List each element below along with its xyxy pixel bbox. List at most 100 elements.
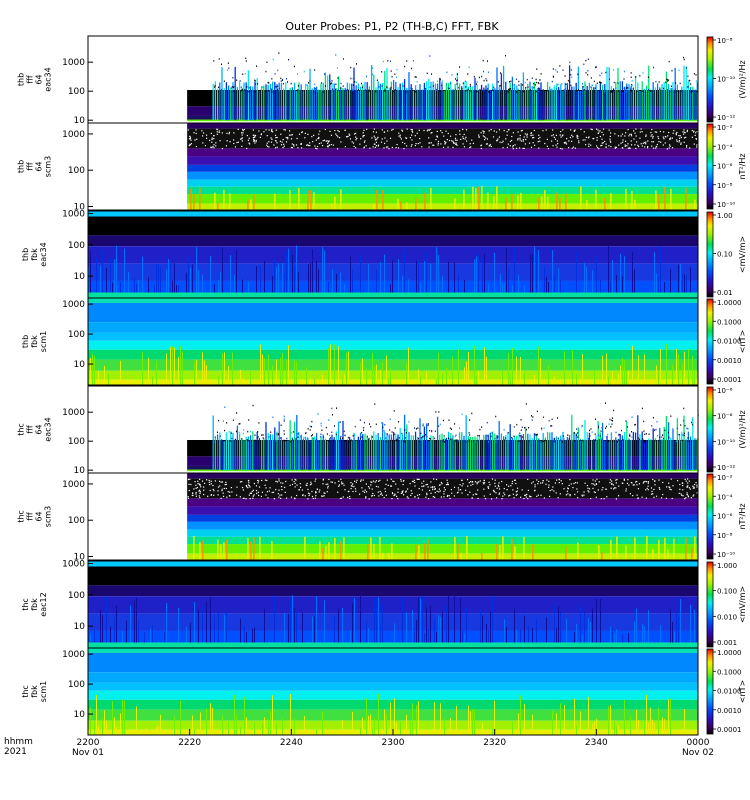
- panel-label-line: 64: [35, 511, 44, 521]
- panel-label: thb fff 64 eac34: [17, 67, 53, 91]
- colorbar-tick-label: 10⁻²: [717, 474, 733, 482]
- colorbar-tick-label: 10⁻⁶: [717, 513, 733, 521]
- colorbar-tick-label: 0.0001: [717, 376, 742, 384]
- colorbar: [706, 36, 714, 123]
- x-tick-label: 2340: [585, 738, 608, 748]
- x-tick-label: 2200: [77, 738, 100, 748]
- colorbar-tick-label: 10⁻⁴: [717, 143, 733, 151]
- colorbar-tick-label: 10⁻⁸: [717, 182, 733, 190]
- y-tick-label: 100: [68, 680, 85, 690]
- panel-label-line: fbk: [30, 335, 39, 348]
- y-tick-label: 10: [74, 116, 86, 126]
- x-tick-label: 2240: [280, 738, 303, 748]
- colorbar-tick-label: 0.0100: [717, 688, 742, 696]
- colorbar-tick-label: 0.001: [717, 639, 737, 647]
- colorbar-tick-label: 0.0100: [717, 338, 742, 346]
- panel-label-line: scm3: [44, 506, 53, 527]
- panel-frame: [87, 122, 699, 211]
- panel-label-line: eac34: [44, 67, 53, 91]
- colorbar-tick-label: 0.1000: [717, 318, 742, 326]
- panel-label-line: thb: [21, 335, 30, 348]
- panel-thc-fff-eac34: 1000 100 10 thc fff 64 eac34 10⁻⁶ 10⁻⁸ 10⁻¹⁰ 10⁻¹²…: [17, 385, 747, 476]
- y-tick-label: 10: [74, 552, 86, 562]
- y-tick-label: 100: [68, 437, 85, 447]
- panel-image: [88, 211, 698, 298]
- colorbar-tick-label: 10⁻¹⁰: [717, 201, 735, 209]
- figure-title: Outer Probes: P1, P2 (TH-B,C) FFT, FBK: [285, 20, 499, 33]
- panel-label-line: fbk: [30, 248, 39, 261]
- panel-thb-fbk-eac34: 1000 100 10 thb fbk eac34 1.00 0.10 0.01 <mV/m>: [21, 209, 747, 299]
- panel-label-line: fff: [26, 512, 35, 521]
- colorbar-tick-label: 0.0010: [717, 357, 742, 365]
- panel-image: [88, 561, 698, 648]
- colorbar-tick-label: 10⁻⁸: [717, 532, 733, 540]
- panel-label-line: thc: [17, 423, 26, 436]
- colorbar-tick-label: 10⁻⁴: [717, 493, 733, 501]
- y-tick-label: 1000: [62, 650, 85, 660]
- y-tick-label: 100: [68, 516, 85, 526]
- colorbar-label: nT²/Hz: [738, 503, 747, 529]
- panel-label-line: thb: [17, 160, 26, 173]
- panel-label-line: eac34: [44, 417, 53, 441]
- y-tick-label: 1000: [62, 58, 85, 68]
- y-tick-label: 1000: [62, 300, 85, 310]
- x-tick-label: 2220: [178, 738, 201, 748]
- x-tick-label: 0000: [687, 738, 710, 748]
- colorbar-tick-label: 1.0000: [717, 649, 742, 657]
- colorbar-label: <mV/m>: [738, 586, 747, 623]
- panel-label-line: fff: [26, 425, 35, 434]
- colorbar-label: (V/m)²/Hz: [738, 60, 747, 98]
- panel-label: thc fff 64 scm3: [17, 506, 53, 527]
- y-tick-label: 1000: [62, 209, 85, 219]
- colorbar: [706, 386, 714, 473]
- panel-label-line: 64: [35, 424, 44, 434]
- y-tick-label: 10: [74, 202, 86, 212]
- colorbar-label: (V/m)²/Hz: [738, 410, 747, 448]
- panel-thb-fbk-scm1: 1000 100 10 thb fbk scm1 1.0000 0.1000 0.0100 0.0…: [21, 297, 747, 386]
- panel-label: thb fbk eac34: [21, 242, 48, 266]
- x-date-label: Nov 02: [682, 748, 714, 758]
- colorbar-tick-label: 0.10: [717, 251, 733, 259]
- colorbar-label: <nT>: [738, 330, 747, 353]
- panel-label-line: thc: [17, 510, 26, 523]
- colorbar: [706, 211, 714, 298]
- panel-label: thb fff 64 scm3: [17, 156, 53, 177]
- colorbar-tick-label: 10⁻¹²: [717, 464, 735, 472]
- colorbar-tick-label: 0.01: [717, 289, 733, 297]
- colorbar-tick-label: 10⁻²: [717, 124, 733, 132]
- panel-label: thb fbk scm1: [21, 331, 48, 352]
- panel-label-line: scm1: [39, 681, 48, 702]
- y-tick-label: 10: [74, 710, 86, 720]
- colorbar-tick-label: 1.0000: [717, 299, 742, 307]
- panel-image: [187, 402, 699, 472]
- panel-thc-fbk-eac12: 1000 100 10 thc fbk eac12 1.000 0.100 0.010 0.001…: [21, 559, 747, 649]
- y-tick-label: 1000: [62, 408, 85, 418]
- colorbar: [706, 561, 714, 648]
- panel-image: [187, 123, 698, 210]
- y-tick-label: 100: [68, 87, 85, 97]
- panel-image: [88, 298, 698, 385]
- colorbar-tick-label: 0.0010: [717, 707, 742, 715]
- colorbar-tick-label: 10⁻⁶: [717, 387, 733, 395]
- panel-label-line: thb: [21, 248, 30, 261]
- panel-label-line: fbk: [30, 685, 39, 698]
- time-axis-row-label: hhmm: [4, 737, 33, 747]
- x-tick-label: 2300: [382, 738, 405, 748]
- panel-label-line: fbk: [30, 598, 39, 611]
- panel-frame: [87, 297, 699, 386]
- y-tick-label: 100: [68, 330, 85, 340]
- colorbar-tick-label: 10⁻¹²: [717, 114, 735, 122]
- panel-image: [88, 648, 698, 735]
- panel-image: [187, 473, 698, 560]
- x-date-label: Nov 01: [72, 748, 104, 758]
- panel-label-line: 64: [35, 74, 44, 84]
- colorbar-tick-label: 0.0001: [717, 726, 742, 734]
- panel-thb-fff-scm3: 1000 100 10 thb fff 64 scm3 10⁻² 10⁻⁴ 10⁻⁶ 10⁻⁸ 10⁻…: [17, 122, 747, 212]
- y-tick-label: 100: [68, 591, 85, 601]
- panel-thc-fbk-scm1: 1000 100 10 thc fbk scm1 1.0000 0.1000 0.0100 0.0…: [21, 647, 747, 736]
- colorbar-label: <nT>: [738, 680, 747, 703]
- colorbar: [706, 648, 714, 735]
- colorbar-label: <mV/m>: [738, 236, 747, 273]
- y-tick-label: 10: [74, 622, 86, 632]
